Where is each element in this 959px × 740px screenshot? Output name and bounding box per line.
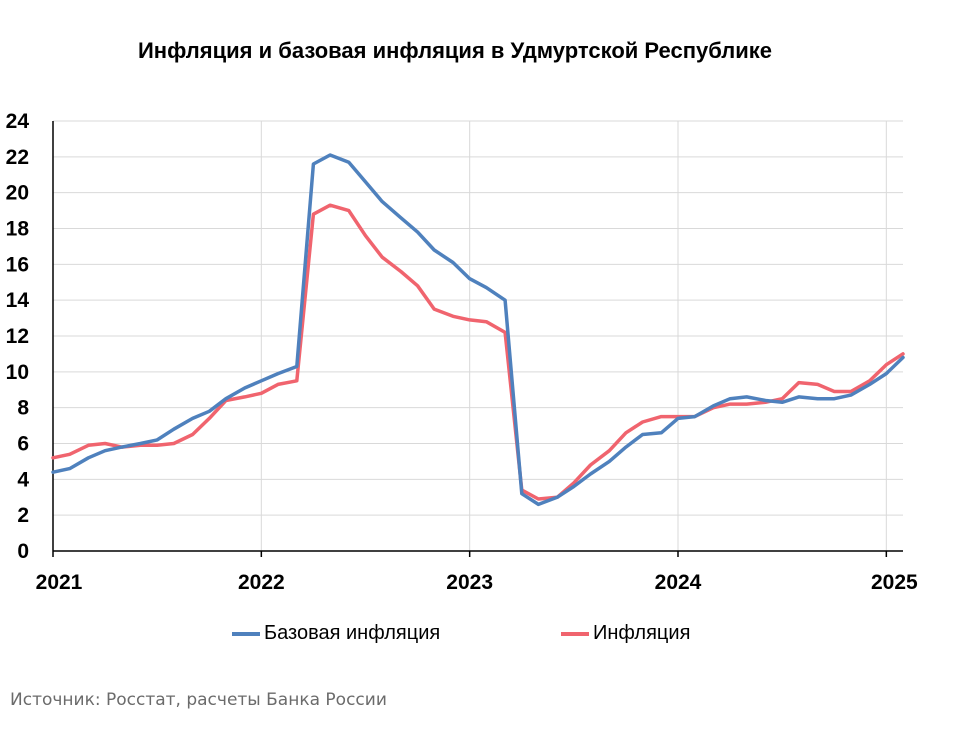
x-tick-label: 2024 (655, 571, 702, 594)
series-line-inflation (51, 203, 905, 501)
y-tick-label: 20 (6, 182, 29, 205)
y-tick-label: 4 (17, 468, 29, 491)
y-tick-label: 22 (6, 146, 29, 169)
series-line-core-inflation (51, 153, 905, 507)
legend-item-inflation: Инфляция (561, 622, 690, 645)
x-tick-label: 2023 (446, 571, 493, 594)
legend: Базовая инфляция Инфляция (0, 622, 959, 652)
y-tick-label: 24 (6, 110, 30, 133)
y-tick-label: 12 (6, 325, 29, 348)
series-lines (51, 153, 905, 507)
x-tick-label: 2021 (36, 571, 83, 594)
y-tick-label: 6 (17, 433, 29, 456)
source-note: Источник: Росстат, расчеты Банка России (10, 690, 387, 710)
y-tick-label: 8 (17, 397, 29, 420)
chart-title: Инфляция и базовая инфляция в Удмуртской… (137, 38, 773, 63)
legend-label-core: Базовая инфляция (264, 622, 441, 644)
legend-swatch-core (232, 631, 260, 636)
legend-swatch-inflation (561, 631, 589, 636)
y-tick-label: 10 (6, 361, 29, 384)
y-tick-label: 18 (6, 218, 30, 241)
axes (52, 121, 903, 557)
x-tick-label: 2025 (871, 571, 918, 594)
y-tick-label: 0 (17, 540, 29, 563)
x-tick-label: 2022 (238, 571, 285, 594)
y-tick-label: 16 (6, 253, 29, 276)
legend-item-core-inflation: Базовая инфляция (232, 622, 440, 645)
grid-lines (53, 120, 903, 551)
y-tick-label: 14 (6, 289, 30, 312)
legend-label-inflation: Инфляция (593, 622, 691, 644)
y-tick-label: 2 (17, 504, 29, 527)
x-tick-labels: 2021 2022 2023 2024 2025 (36, 571, 918, 594)
